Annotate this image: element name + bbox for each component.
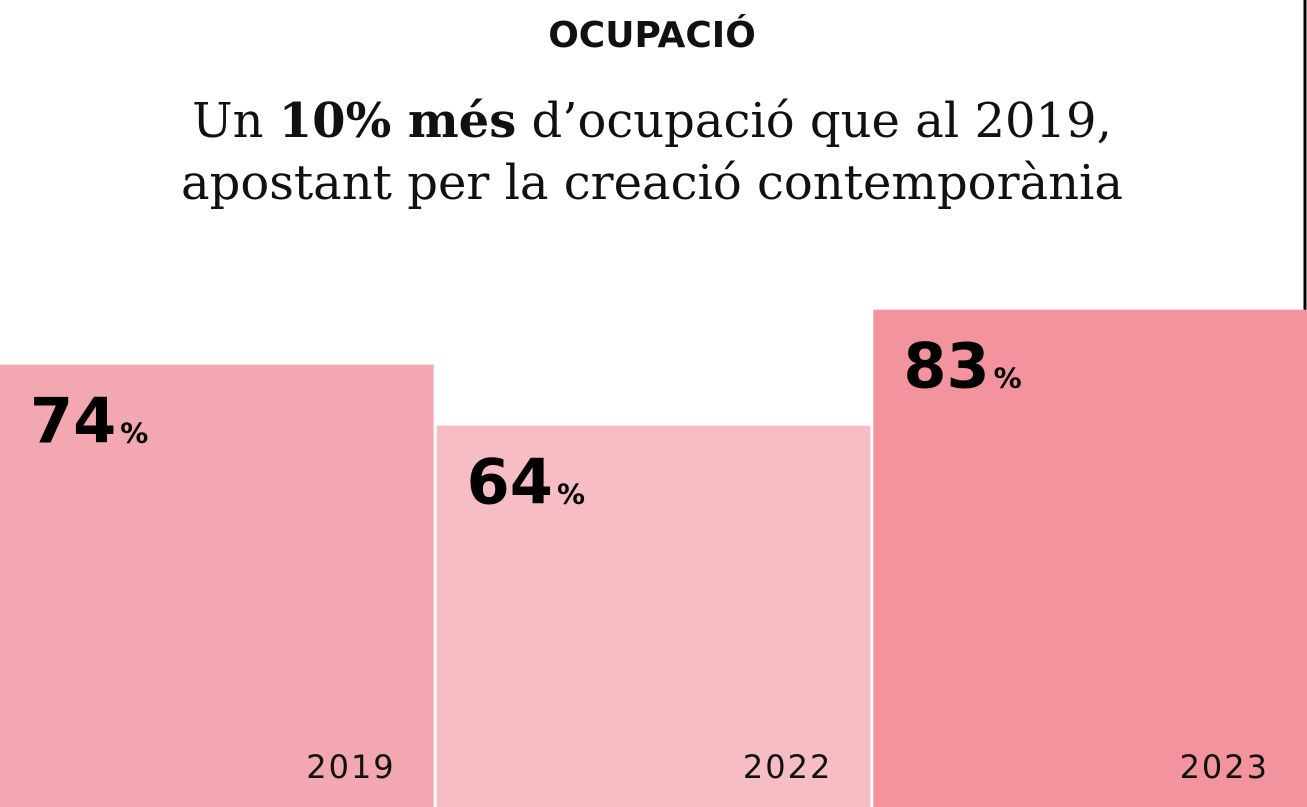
- bar: [436, 425, 871, 807]
- value-label: 74%: [30, 385, 148, 458]
- value-label: 64%: [467, 446, 585, 519]
- x-tick-label: 2022: [743, 748, 832, 786]
- x-tick-label: 2019: [306, 748, 395, 786]
- bar: [0, 364, 434, 807]
- value-label: 83%: [903, 330, 1021, 403]
- bar: [873, 309, 1307, 807]
- subtitle-part: 10% més: [279, 93, 516, 149]
- chart-title: OCUPACIÓ: [548, 14, 756, 56]
- subtitle-part: d’ocupació que al 2019,: [516, 93, 1112, 149]
- x-tick-label: 2023: [1180, 748, 1269, 786]
- subtitle-line: apostant per la creació contemporània: [181, 155, 1123, 211]
- subtitle-part: Un: [192, 93, 279, 149]
- subtitle-line: Un 10% més d’ocupació que al 2019,: [192, 93, 1112, 149]
- subtitle-part: apostant per la creació contemporània: [181, 155, 1123, 211]
